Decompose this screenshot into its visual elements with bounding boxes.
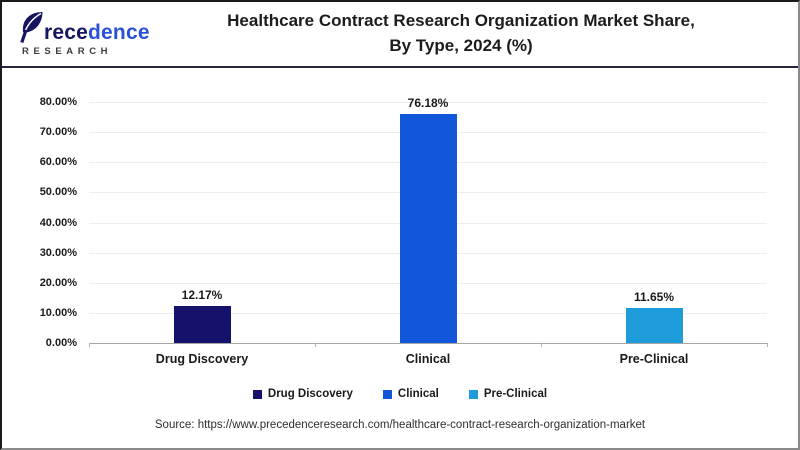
- chart-title-line2: By Type, 2024 (%): [389, 36, 533, 55]
- logo-subtitle: RESEARCH: [22, 46, 113, 57]
- y-tick-label: 10.00%: [39, 306, 77, 319]
- x-axis-tick: [541, 343, 542, 347]
- legend-swatch-icon: [252, 389, 262, 399]
- bar-value-label: 76.18%: [407, 95, 449, 110]
- y-tick-label: 70.00%: [39, 126, 77, 139]
- precedence-research-logo: rece dence RESEARCH: [20, 11, 152, 57]
- y-tick-label: 0.00%: [45, 337, 77, 349]
- legend-item: Pre-Clinical: [468, 388, 548, 400]
- legend: Drug Discovery Clinical Pre-Clinical: [2, 388, 798, 400]
- logo-wordmark: rece dence: [20, 11, 152, 43]
- category-label: Clinical: [405, 352, 451, 366]
- y-tick-label: 30.00%: [39, 246, 77, 259]
- legend-label: Drug Discovery: [267, 388, 353, 400]
- logo-text-blue: dence: [88, 21, 150, 44]
- y-tick-label: 20.00%: [39, 276, 77, 289]
- x-axis-line: [89, 343, 767, 344]
- category-label: Drug Discovery: [155, 352, 249, 366]
- category-label: Pre-Clinical: [619, 352, 689, 366]
- legend-label: Pre-Clinical: [483, 388, 548, 400]
- legend-item: Clinical: [382, 388, 439, 400]
- bar-value-label: 11.65%: [633, 289, 675, 304]
- legend-label: Clinical: [397, 388, 439, 400]
- plot-area: [89, 102, 767, 343]
- leaf-p-icon: [20, 12, 43, 43]
- gridline: [89, 102, 767, 103]
- bar-clinical: [399, 113, 457, 343]
- y-tick-label: 50.00%: [39, 186, 77, 199]
- x-axis-tick: [89, 343, 90, 347]
- y-tick-label: 60.00%: [39, 156, 77, 169]
- y-tick-label: 80.00%: [39, 96, 77, 108]
- bar-pre-clinical: [625, 307, 683, 343]
- x-axis-tick: [767, 343, 768, 347]
- source-text: Source: https://www.precedenceresearch.c…: [154, 419, 646, 431]
- logo-text-dark: rece: [44, 21, 89, 44]
- bar-drug-discovery: [173, 306, 231, 343]
- legend-item: Drug Discovery: [252, 388, 353, 400]
- legend-swatch-icon: [382, 389, 392, 399]
- x-axis-tick: [315, 343, 316, 347]
- chart-title-line1: Healthcare Contract Research Organizatio…: [227, 11, 695, 31]
- legend-swatch-icon: [468, 389, 478, 399]
- chart-title: Healthcare Contract Research Organizatio…: [152, 9, 798, 58]
- y-tick-label: 40.00%: [39, 216, 77, 229]
- header: rece dence RESEARCH Healthcare Contract R…: [2, 2, 798, 68]
- bar-value-label: 12.17%: [181, 288, 223, 303]
